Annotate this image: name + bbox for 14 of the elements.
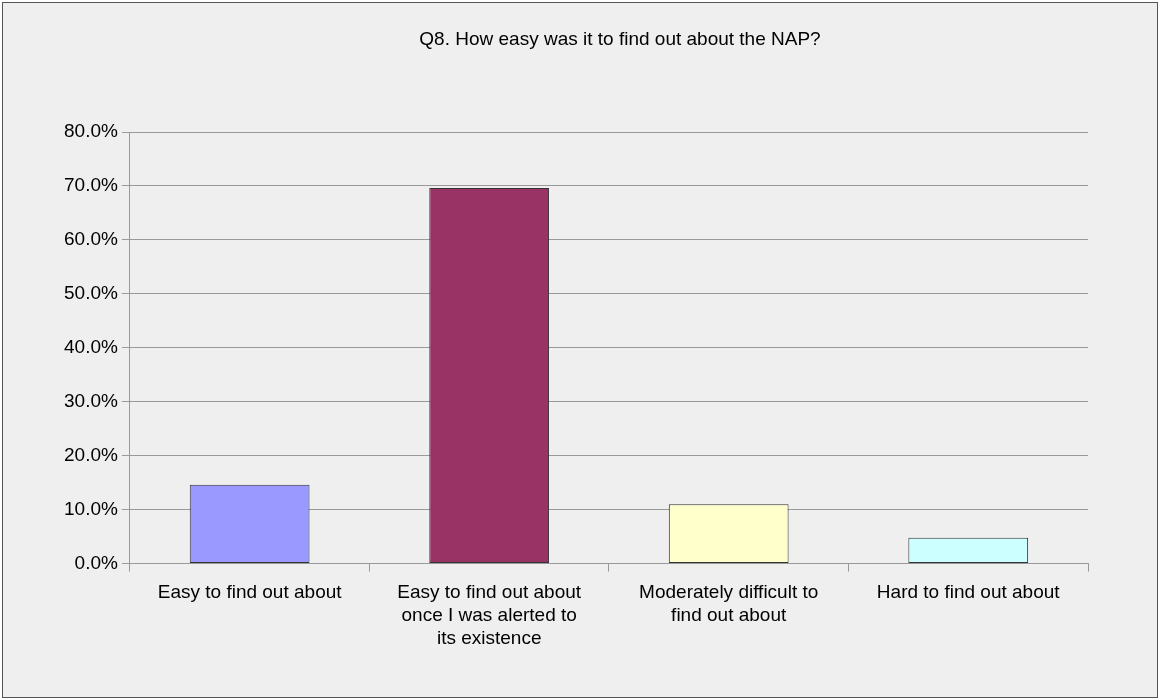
y-tick-label: 70.0% bbox=[64, 174, 118, 196]
x-tick-label: Hard to find out about bbox=[876, 581, 1061, 603]
y-tick-label: 60.0% bbox=[64, 228, 118, 250]
x-tick-label: Moderately difficult to find out about bbox=[639, 581, 819, 626]
y-tick-label: 40.0% bbox=[64, 336, 118, 358]
y-tick-label: 0.0% bbox=[74, 551, 118, 573]
y-tick-label: 80.0% bbox=[64, 120, 118, 142]
y-tick-label: 10.0% bbox=[64, 497, 118, 519]
x-tick-label: Easy to find out about once I was alerted to its existence bbox=[397, 581, 582, 648]
y-tick-label: 20.0% bbox=[64, 443, 118, 465]
y-tick-label: 30.0% bbox=[64, 389, 118, 411]
y-tick-label: 50.0% bbox=[64, 282, 118, 304]
x-tick-label: Easy to find out about bbox=[157, 581, 343, 603]
chart-title: Q8. How easy was it to find out about the NAP? bbox=[418, 28, 822, 50]
